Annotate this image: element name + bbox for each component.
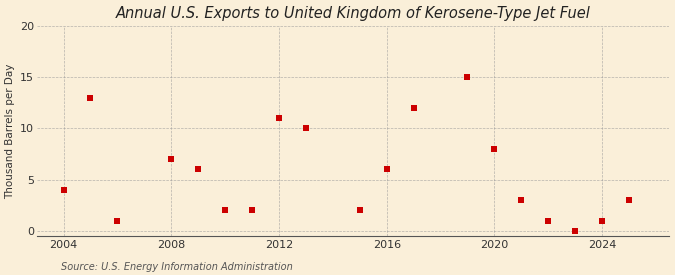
Point: [193, 167, 204, 172]
Point: [597, 218, 608, 223]
Point: [462, 75, 473, 79]
Title: Annual U.S. Exports to United Kingdom of Kerosene-Type Jet Fuel: Annual U.S. Exports to United Kingdom of…: [115, 6, 591, 21]
Point: [220, 208, 231, 213]
Point: [408, 106, 419, 110]
Point: [112, 218, 123, 223]
Point: [624, 198, 634, 202]
Y-axis label: Thousand Barrels per Day: Thousand Barrels per Day: [5, 63, 16, 199]
Point: [354, 208, 365, 213]
Point: [85, 95, 96, 100]
Point: [381, 167, 392, 172]
Point: [246, 208, 257, 213]
Text: Source: U.S. Energy Information Administration: Source: U.S. Energy Information Administ…: [61, 262, 292, 272]
Point: [570, 229, 580, 233]
Point: [543, 218, 554, 223]
Point: [58, 188, 69, 192]
Point: [516, 198, 526, 202]
Point: [300, 126, 311, 131]
Point: [489, 147, 500, 151]
Point: [166, 157, 177, 161]
Point: [273, 116, 284, 120]
